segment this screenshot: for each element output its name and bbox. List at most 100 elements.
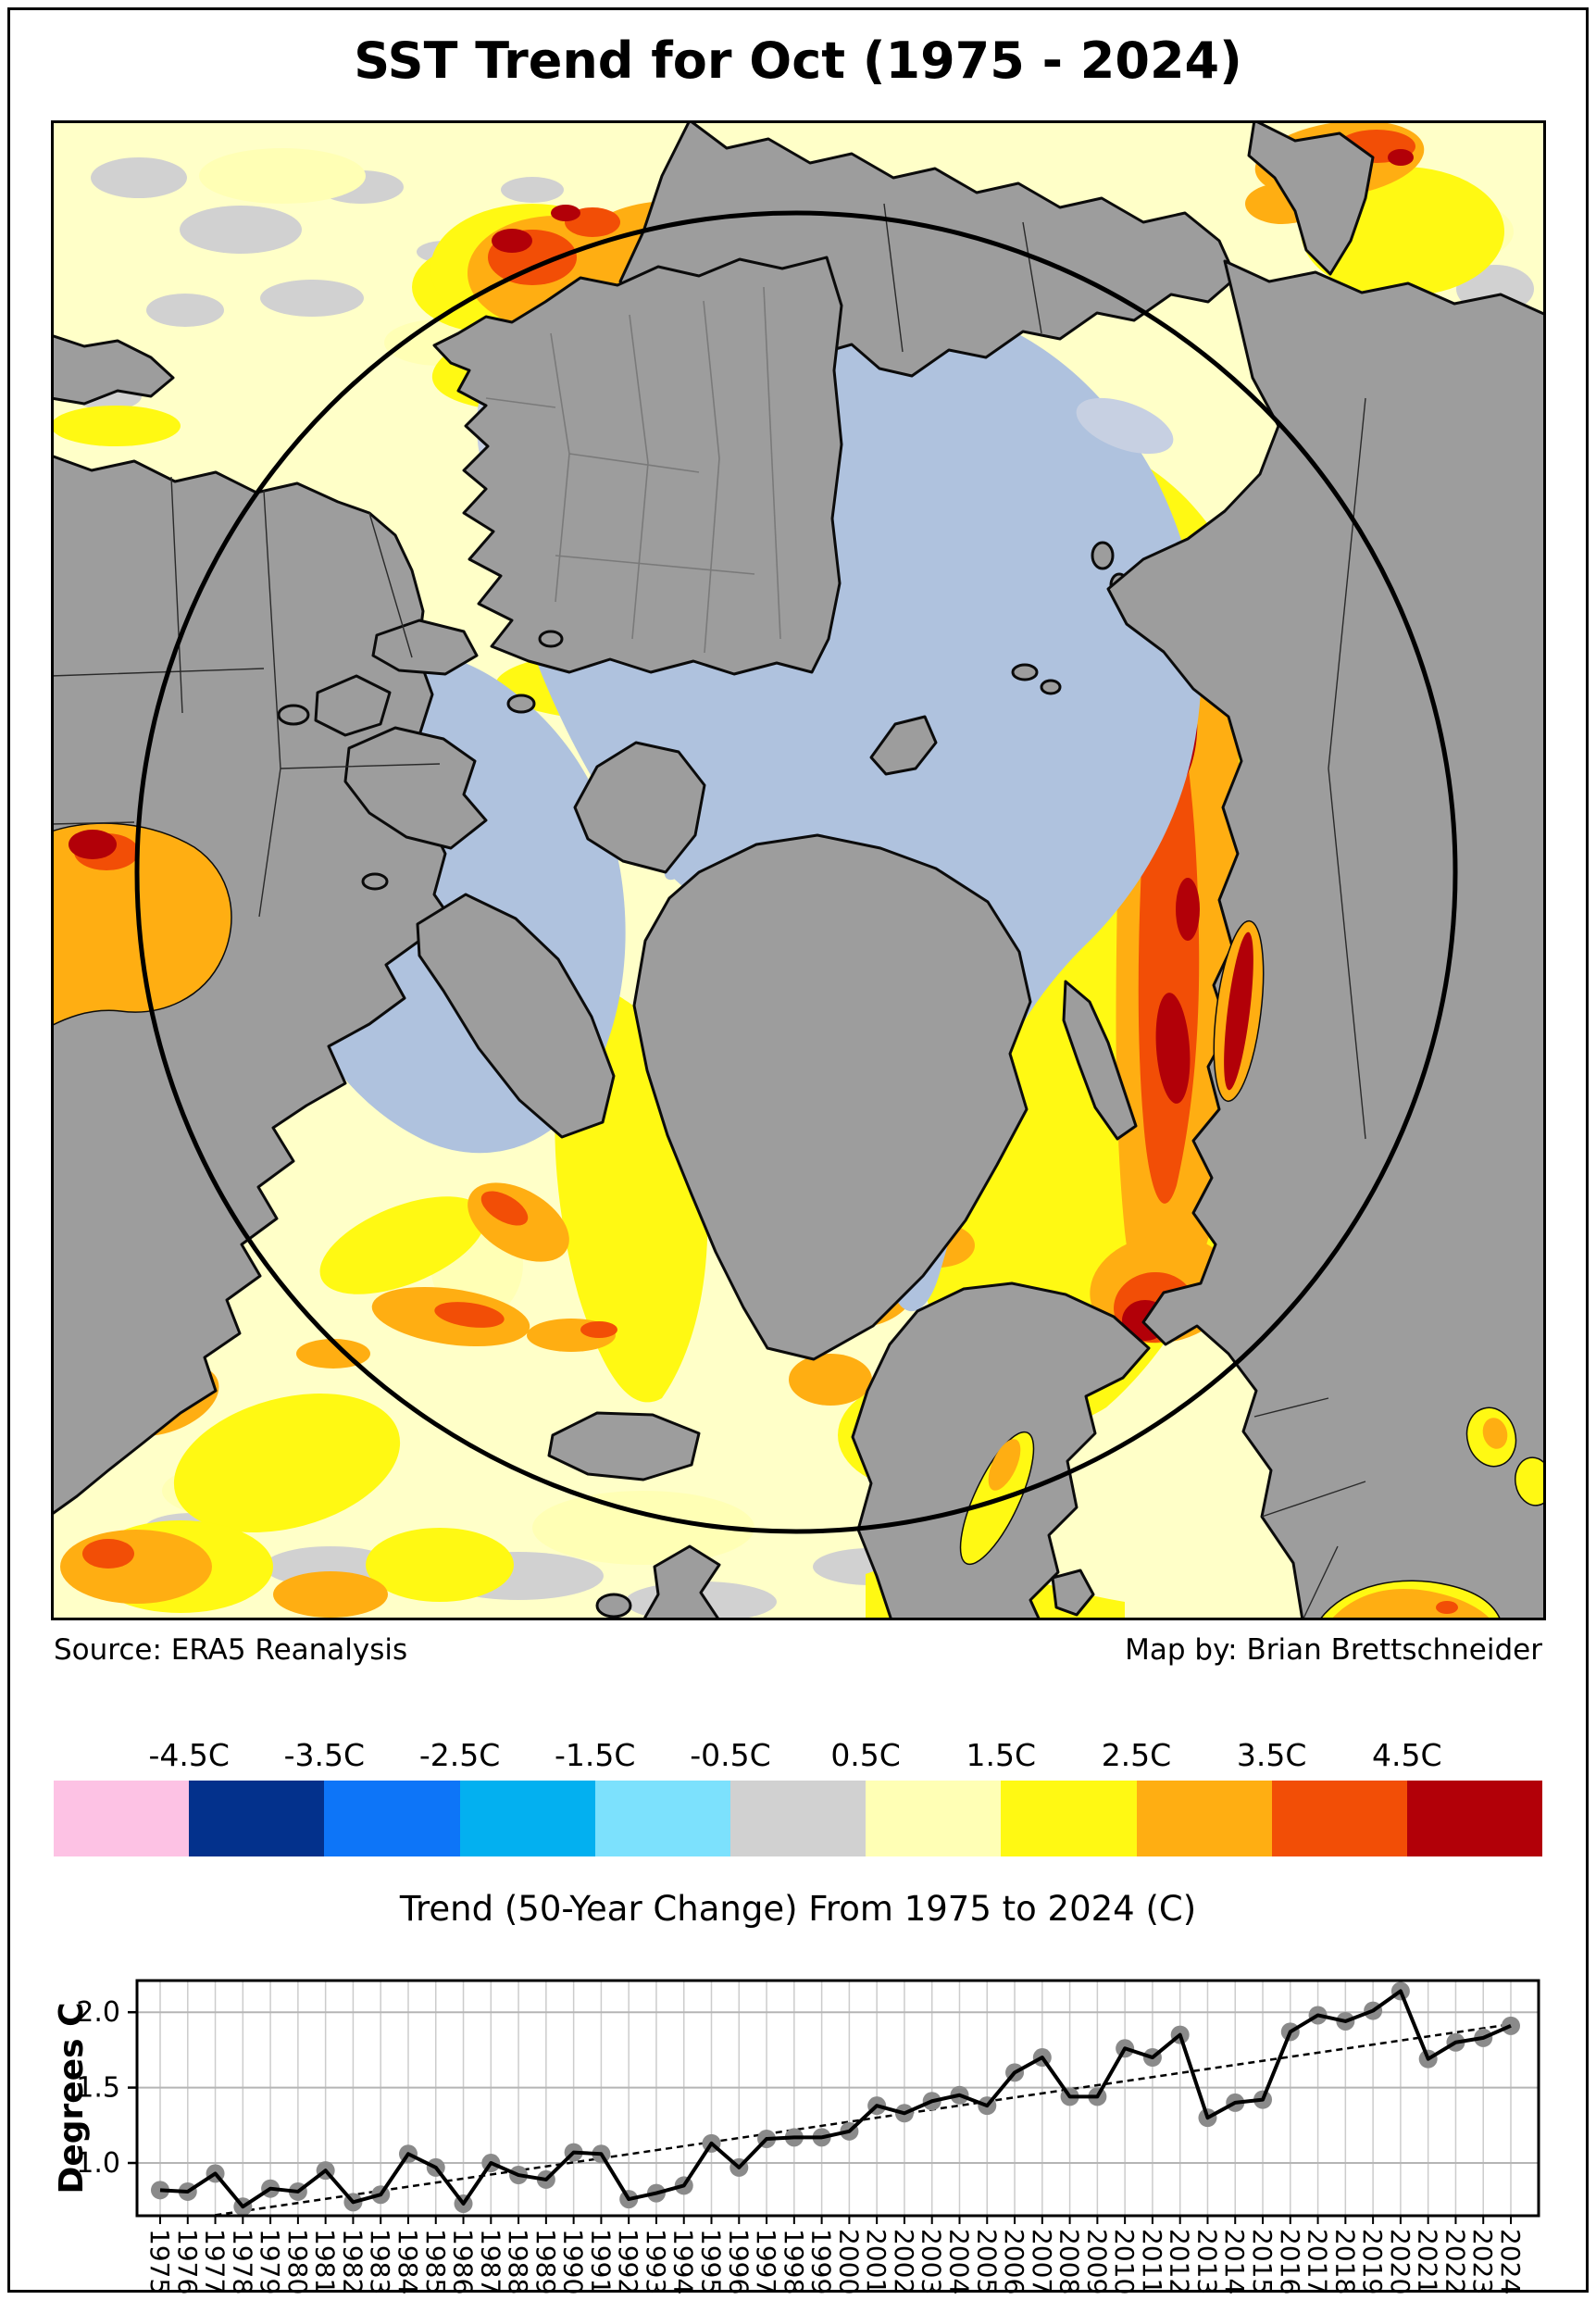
svg-text:1990: 1990 <box>558 2229 589 2294</box>
svg-text:2019: 2019 <box>1357 2229 1388 2294</box>
land-svalbard <box>869 715 938 776</box>
land-alaska <box>432 256 843 676</box>
colorbar-block-4 <box>594 1781 730 1856</box>
x-tick-label: 1979 <box>255 2229 285 2294</box>
svg-text:1980: 1980 <box>282 2229 313 2294</box>
y-tick-label: 2.0 <box>76 1996 120 2029</box>
x-tick-label: 1983 <box>365 2229 395 2294</box>
colorbar-block-1 <box>189 1781 325 1856</box>
land-russia-main <box>1106 259 1546 1620</box>
land-denmark <box>1051 1569 1095 1617</box>
svg-text:1976: 1976 <box>172 2229 203 2294</box>
source-label: Source: ERA5 Reanalysis <box>54 1633 408 1667</box>
land-baffin-island <box>416 893 616 1139</box>
svg-text:2005: 2005 <box>971 2229 1002 2294</box>
svg-text:1999: 1999 <box>806 2229 837 2294</box>
x-tick-label: 2024 <box>1495 2229 1526 2294</box>
colorbar-block-7 <box>1001 1781 1137 1856</box>
svg-text:2012: 2012 <box>1165 2229 1195 2294</box>
arctic-sst-trend-map <box>51 120 1546 1620</box>
colorbar-block-9 <box>1271 1781 1407 1856</box>
svg-text:2003: 2003 <box>916 2229 947 2294</box>
x-tick-label: 2022 <box>1440 2229 1470 2294</box>
land-small-island <box>361 872 389 891</box>
x-tick-label: 2005 <box>971 2229 1002 2294</box>
svg-text:2018: 2018 <box>1329 2229 1360 2294</box>
svg-text:1986: 1986 <box>448 2229 479 2294</box>
data-line <box>159 1989 1512 2209</box>
y-tick-label: 1.5 <box>76 2072 120 2105</box>
colorbar-block-10 <box>1406 1781 1543 1856</box>
x-tick-label: 2013 <box>1191 2229 1222 2294</box>
svg-text:2024: 2024 <box>1495 2229 1526 2294</box>
land-britain <box>642 1544 721 1620</box>
land-franz-josef <box>1040 679 1062 695</box>
svg-text:1983: 1983 <box>365 2229 395 2294</box>
x-tick-label: 1997 <box>751 2229 781 2294</box>
x-tick-label: 2011 <box>1137 2229 1167 2294</box>
svg-text:1979: 1979 <box>255 2229 285 2294</box>
x-tick-label: 1989 <box>530 2229 561 2294</box>
y-tick-label: 1.0 <box>76 2147 120 2180</box>
x-tick-label: 2007 <box>1027 2229 1057 2294</box>
land-greenland <box>632 833 1032 1361</box>
x-tick-label: 1992 <box>613 2229 643 2294</box>
x-tick-label: 1998 <box>779 2229 809 2294</box>
arctic-circle <box>134 210 1458 1534</box>
colorbar-block-2 <box>324 1781 460 1856</box>
land-kamchatka <box>1247 120 1375 276</box>
land-novaya-zemlya <box>1062 980 1138 1141</box>
svg-text:2010: 2010 <box>1109 2229 1140 2294</box>
svg-text:2023: 2023 <box>1467 2229 1498 2294</box>
x-tick-label: 2006 <box>999 2229 1029 2294</box>
svg-text:2002: 2002 <box>889 2229 919 2294</box>
svg-text:1996: 1996 <box>723 2229 754 2294</box>
admin-borders <box>51 203 1366 1620</box>
svg-text:2016: 2016 <box>1275 2229 1305 2294</box>
x-tick-label: 1986 <box>448 2229 479 2294</box>
colorbar-block-8 <box>1136 1781 1272 1856</box>
x-tick-label: 2004 <box>943 2229 974 2294</box>
svg-text:1997: 1997 <box>751 2229 781 2294</box>
svg-text:2021: 2021 <box>1413 2229 1443 2294</box>
svg-text:1995: 1995 <box>696 2229 727 2294</box>
svg-text:1988: 1988 <box>503 2229 533 2294</box>
colorbar-tick-label: 3.5C <box>1236 1737 1307 1773</box>
svg-text:2001: 2001 <box>861 2229 892 2294</box>
land-iceland <box>547 1411 701 1481</box>
svg-text:1978: 1978 <box>227 2229 257 2294</box>
x-tick-label: 2009 <box>1081 2229 1112 2294</box>
page-title: SST Trend for Oct (1975 - 2024) <box>354 31 1242 90</box>
y-axis-label: Degrees C <box>53 2002 91 2194</box>
x-tick-label: 2000 <box>833 2229 864 2294</box>
x-tick-label: 1990 <box>558 2229 589 2294</box>
svg-text:1987: 1987 <box>475 2229 505 2294</box>
svg-text:1984: 1984 <box>393 2229 423 2294</box>
svg-text:1985: 1985 <box>420 2229 451 2294</box>
land-franz-josef <box>1011 663 1039 681</box>
x-tick-label: 1975 <box>144 2229 175 2294</box>
colorbar-block-0 <box>54 1781 190 1856</box>
svg-text:1981: 1981 <box>310 2229 341 2294</box>
colorbar-tick-label: -1.5C <box>555 1737 636 1773</box>
land-siberia-fragment <box>51 333 175 406</box>
svg-text:2013: 2013 <box>1191 2229 1222 2294</box>
x-tick-label: 2019 <box>1357 2229 1388 2294</box>
land-banks-island <box>314 674 392 737</box>
inland-water-bodies <box>51 822 1546 1620</box>
x-tick-label: 1991 <box>585 2229 616 2294</box>
svg-text:1989: 1989 <box>530 2229 561 2294</box>
colorbar-tick-label: 0.5C <box>830 1737 901 1773</box>
colorbar-tick-label: -4.5C <box>148 1737 230 1773</box>
svg-text:2011: 2011 <box>1137 2229 1167 2294</box>
svg-text:2004: 2004 <box>943 2229 974 2294</box>
landmasses <box>51 120 1546 1620</box>
plot-area <box>137 1981 1539 2216</box>
svg-text:2014: 2014 <box>1219 2229 1250 2294</box>
colorbar-block-6 <box>866 1781 1002 1856</box>
x-tick-label: 2008 <box>1054 2229 1085 2294</box>
x-tick-label: 1981 <box>310 2229 341 2294</box>
credit-label: Map by: Brian Brettschneider <box>1125 1633 1542 1667</box>
x-tick-label: 2016 <box>1275 2229 1305 2294</box>
